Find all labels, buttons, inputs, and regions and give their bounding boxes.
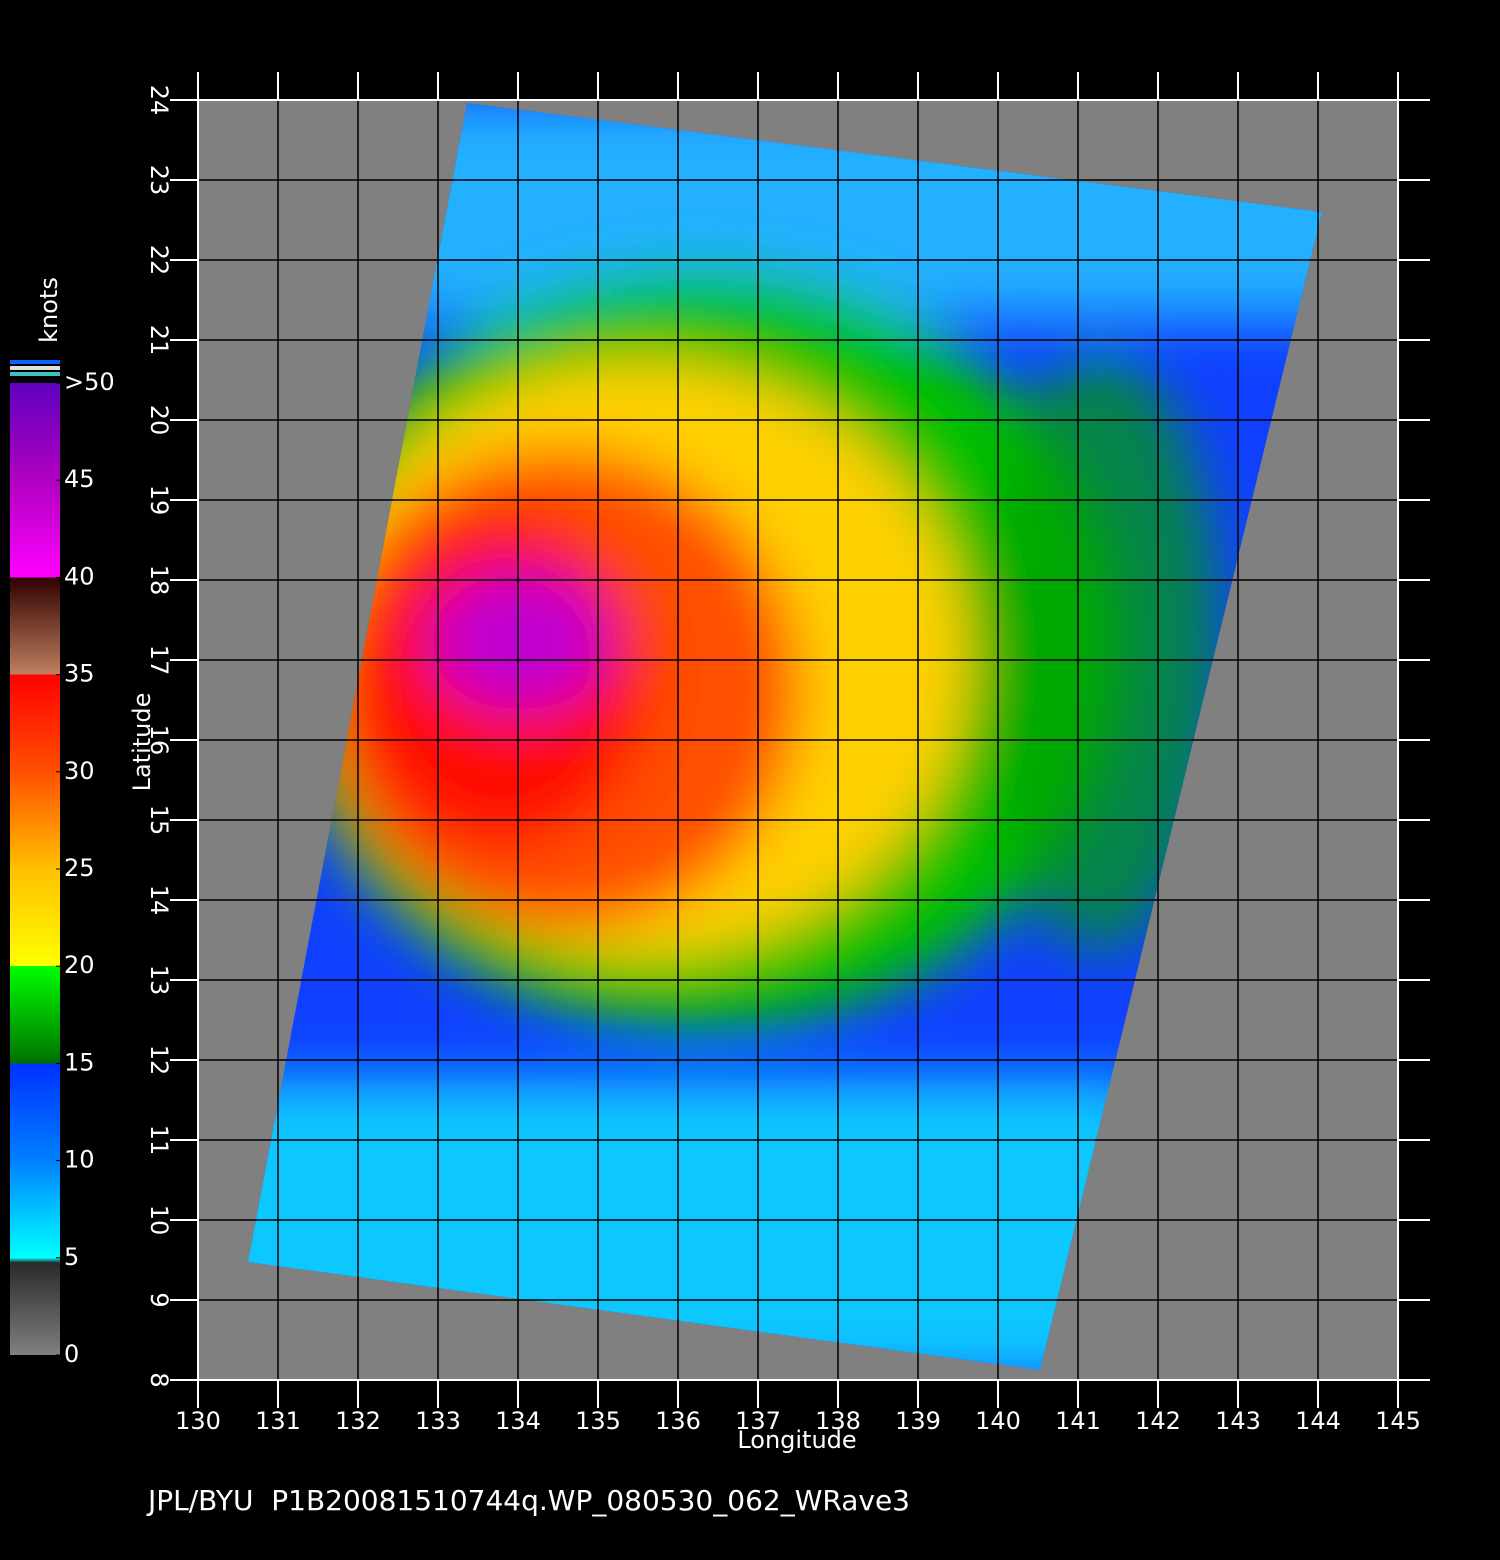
x-tick-label: 137 xyxy=(735,1407,781,1435)
x-tick-label: 134 xyxy=(495,1407,541,1435)
x-tick-label: 139 xyxy=(895,1407,941,1435)
y-tick-label: 9 xyxy=(145,1292,173,1307)
colorbar-label: knots xyxy=(35,277,63,343)
y-tick-label: 21 xyxy=(145,325,173,356)
x-tick-label: 145 xyxy=(1375,1407,1421,1435)
y-tick-label: 17 xyxy=(145,645,173,676)
colorbar-tick-label: 5 xyxy=(64,1243,79,1271)
y-tick-label: 16 xyxy=(145,725,173,756)
colorbar-stripe xyxy=(10,360,60,364)
colorbar-stripe xyxy=(10,366,60,370)
y-tick-label: 18 xyxy=(145,565,173,596)
colorbar-stripe xyxy=(10,372,60,376)
x-tick-label: 144 xyxy=(1295,1407,1341,1435)
y-tick-label: 22 xyxy=(145,245,173,276)
y-tick-label: 15 xyxy=(145,805,173,836)
y-tick-label: 8 xyxy=(145,1372,173,1387)
colorbar-tick-label: 25 xyxy=(64,854,95,882)
x-tick-label: 130 xyxy=(175,1407,221,1435)
y-axis-label: Latitude xyxy=(128,693,156,792)
colorbar-tick-label: 0 xyxy=(64,1340,79,1368)
y-tick-label: 23 xyxy=(145,165,173,196)
plot-frame xyxy=(197,99,1399,1381)
colorbar-tick-label: 20 xyxy=(64,951,95,979)
x-tick-label: 143 xyxy=(1215,1407,1261,1435)
colorbar-tick-label: 15 xyxy=(64,1048,95,1076)
x-tick-label: 140 xyxy=(975,1407,1021,1435)
y-tick-label: 19 xyxy=(145,485,173,516)
colorbar-tick-label: 40 xyxy=(64,562,95,590)
colorbar-tick-label: 10 xyxy=(64,1146,95,1174)
y-tick-label: 13 xyxy=(145,965,173,996)
footer: JPL/BYU P1B20081510744q.WP_080530_062_WR… xyxy=(146,1484,910,1517)
y-tick-label: 12 xyxy=(145,1045,173,1076)
x-tick-label: 131 xyxy=(255,1407,301,1435)
colorbar-tick-label: 45 xyxy=(64,465,95,493)
y-tick-label: 11 xyxy=(145,1125,173,1156)
y-tick-label: 10 xyxy=(145,1205,173,1236)
colorbar-tick-label: 35 xyxy=(64,660,95,688)
y-tick-label: 24 xyxy=(145,85,173,116)
x-tick-label: 132 xyxy=(335,1407,381,1435)
x-tick-label: 135 xyxy=(575,1407,621,1435)
colorbar xyxy=(10,383,60,1355)
x-tick-label: 138 xyxy=(815,1407,861,1435)
y-tick-label: 20 xyxy=(145,405,173,436)
x-tick-label: 133 xyxy=(415,1407,461,1435)
x-axis-label: Longitude xyxy=(737,1426,856,1454)
x-tick-label: 141 xyxy=(1055,1407,1101,1435)
colorbar-tick-label: 30 xyxy=(64,757,95,785)
x-tick-label: 142 xyxy=(1135,1407,1181,1435)
y-tick-label: 14 xyxy=(145,885,173,916)
x-tick-label: 136 xyxy=(655,1407,701,1435)
colorbar-tick-label: >50 xyxy=(64,368,115,396)
